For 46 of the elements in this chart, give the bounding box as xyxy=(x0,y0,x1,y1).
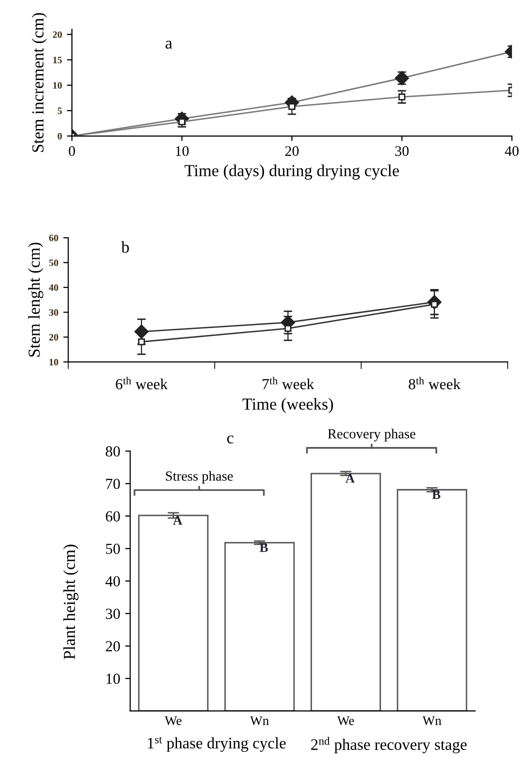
y-tick-label: 30 xyxy=(106,608,120,619)
x-tick-label: We xyxy=(164,716,182,726)
x-tick-label: 6$^{th}$ week xyxy=(116,376,168,390)
text: 2$^{nd}$ phase recovery stage xyxy=(311,736,467,754)
y-tick-label: 50 xyxy=(49,259,58,266)
annotation: B xyxy=(260,543,268,552)
y-tick-label: 15 xyxy=(53,56,62,64)
x-tick-label: 10 xyxy=(176,146,189,156)
chart-title: b xyxy=(121,241,129,253)
y-tick-label: 0 xyxy=(58,132,62,140)
y-tick-label: 80 xyxy=(106,446,120,457)
y-axis-title: Plant height (cm) xyxy=(63,544,78,660)
x-axis-title: Time (weeks) xyxy=(242,398,333,414)
x-tick-label: 8$^{th}$ week xyxy=(408,376,461,390)
x-tick-label: 7$^{th}$ week xyxy=(262,376,314,390)
x-tick-label: Wn xyxy=(422,716,442,726)
y-tick-label: 60 xyxy=(106,511,120,522)
y-tick-label: 30 xyxy=(49,309,58,316)
text: Recovery phase xyxy=(328,428,416,442)
y-tick-label: 50 xyxy=(106,544,120,554)
y-tick-label: 10 xyxy=(106,674,120,684)
annotation: B xyxy=(432,490,440,499)
y-axis-title: Stem lenght (cm) xyxy=(28,242,44,357)
x-axis-title: Time (days) during drying cycle xyxy=(184,164,399,180)
y-tick-label: 40 xyxy=(48,284,58,291)
annotation: A xyxy=(345,474,355,483)
y-tick-label: 70 xyxy=(106,478,120,490)
y-tick-label: 10 xyxy=(53,82,62,89)
x-tick-label: 20 xyxy=(285,146,299,156)
x-tick-label: Wn xyxy=(250,716,269,726)
y-tick-label: 10 xyxy=(50,358,58,366)
annotation: Stress phase xyxy=(166,470,233,484)
x-tick-label: 0 xyxy=(68,146,76,156)
y-axis-title: Stem increment (cm) xyxy=(32,13,47,152)
chart-title: a xyxy=(166,40,172,49)
x-tick-label: We xyxy=(337,716,354,726)
y-tick-label: 5 xyxy=(58,108,62,114)
y-tick-label: 60 xyxy=(49,234,58,242)
chart-title: c xyxy=(227,435,234,444)
x-tick-label: 40 xyxy=(504,146,519,156)
text: 1$^{st}$ phase drying cycle xyxy=(148,736,286,752)
y-tick-label: 20 xyxy=(49,334,58,341)
y-tick-label: 40 xyxy=(106,576,120,586)
x-tick-label: 30 xyxy=(395,146,409,156)
y-tick-label: 20 xyxy=(52,31,62,38)
y-tick-label: 20 xyxy=(106,641,120,652)
